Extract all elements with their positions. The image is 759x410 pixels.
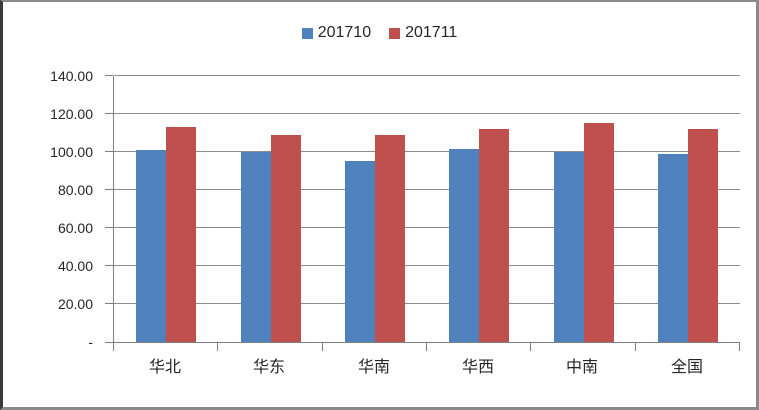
legend-label: 201710 xyxy=(317,24,372,41)
x-axis-label: 华南 xyxy=(357,359,390,376)
legend-entry: 201711 xyxy=(389,25,457,41)
gridline xyxy=(114,227,740,228)
bar-201711-中南 xyxy=(584,123,614,342)
x-axis-tick xyxy=(739,343,740,351)
gridline xyxy=(114,151,740,152)
x-axis-tick xyxy=(322,343,323,351)
x-axis-label: 华北 xyxy=(148,359,181,376)
bar-201711-华东 xyxy=(271,135,301,342)
plot-area xyxy=(113,75,740,343)
x-axis-label: 中南 xyxy=(565,359,598,376)
x-axis-tick xyxy=(113,343,114,351)
x-axis-label: 华西 xyxy=(461,359,494,376)
y-axis-label: - xyxy=(88,334,93,350)
y-axis-tick xyxy=(105,151,113,152)
x-axis-label: 华东 xyxy=(252,359,285,376)
gridline xyxy=(114,303,740,304)
legend: 201710 201711 xyxy=(3,22,756,44)
gridline xyxy=(114,75,740,76)
y-axis-tick xyxy=(105,303,113,304)
legend-entry: 201710 xyxy=(301,24,372,41)
y-axis-label: 100.00 xyxy=(50,144,93,160)
y-axis-tick xyxy=(105,189,113,190)
bar-201710-华北 xyxy=(136,150,166,342)
bar-201710-华东 xyxy=(241,152,271,342)
y-axis-tick xyxy=(105,75,113,76)
x-axis-tick xyxy=(635,343,636,351)
y-axis-tick xyxy=(105,265,113,266)
legend-label: 201711 xyxy=(405,24,458,41)
y-axis-label: 120.00 xyxy=(50,106,93,122)
x-axis-tick xyxy=(530,343,531,351)
bar-201710-华南 xyxy=(345,161,375,342)
bar-201711-华北 xyxy=(166,127,196,342)
y-axis-tick xyxy=(105,342,113,343)
y-axis-label: 40.00 xyxy=(57,258,93,274)
gridline xyxy=(114,265,740,266)
y-axis-label: 60.00 xyxy=(57,220,93,236)
legend-swatch-icon xyxy=(301,27,313,39)
x-axis-label: 全国 xyxy=(670,359,703,376)
y-axis-label: 20.00 xyxy=(57,296,93,312)
bar-201711-全国 xyxy=(688,129,718,342)
x-axis-tick xyxy=(217,343,218,351)
y-axis-label: 140.00 xyxy=(50,68,93,84)
y-axis-tick xyxy=(105,227,113,228)
y-axis-label: 80.00 xyxy=(57,182,93,198)
gridline xyxy=(114,189,740,190)
bar-201710-华西 xyxy=(449,149,479,342)
y-axis-tick xyxy=(105,113,113,114)
bar-201710-全国 xyxy=(658,154,688,342)
x-axis-tick xyxy=(426,343,427,351)
legend-swatch-icon xyxy=(389,27,401,39)
gridline xyxy=(114,113,740,114)
bar-201711-华西 xyxy=(479,129,509,342)
bar-201710-中南 xyxy=(554,152,584,342)
bar-201711-华南 xyxy=(375,135,405,342)
